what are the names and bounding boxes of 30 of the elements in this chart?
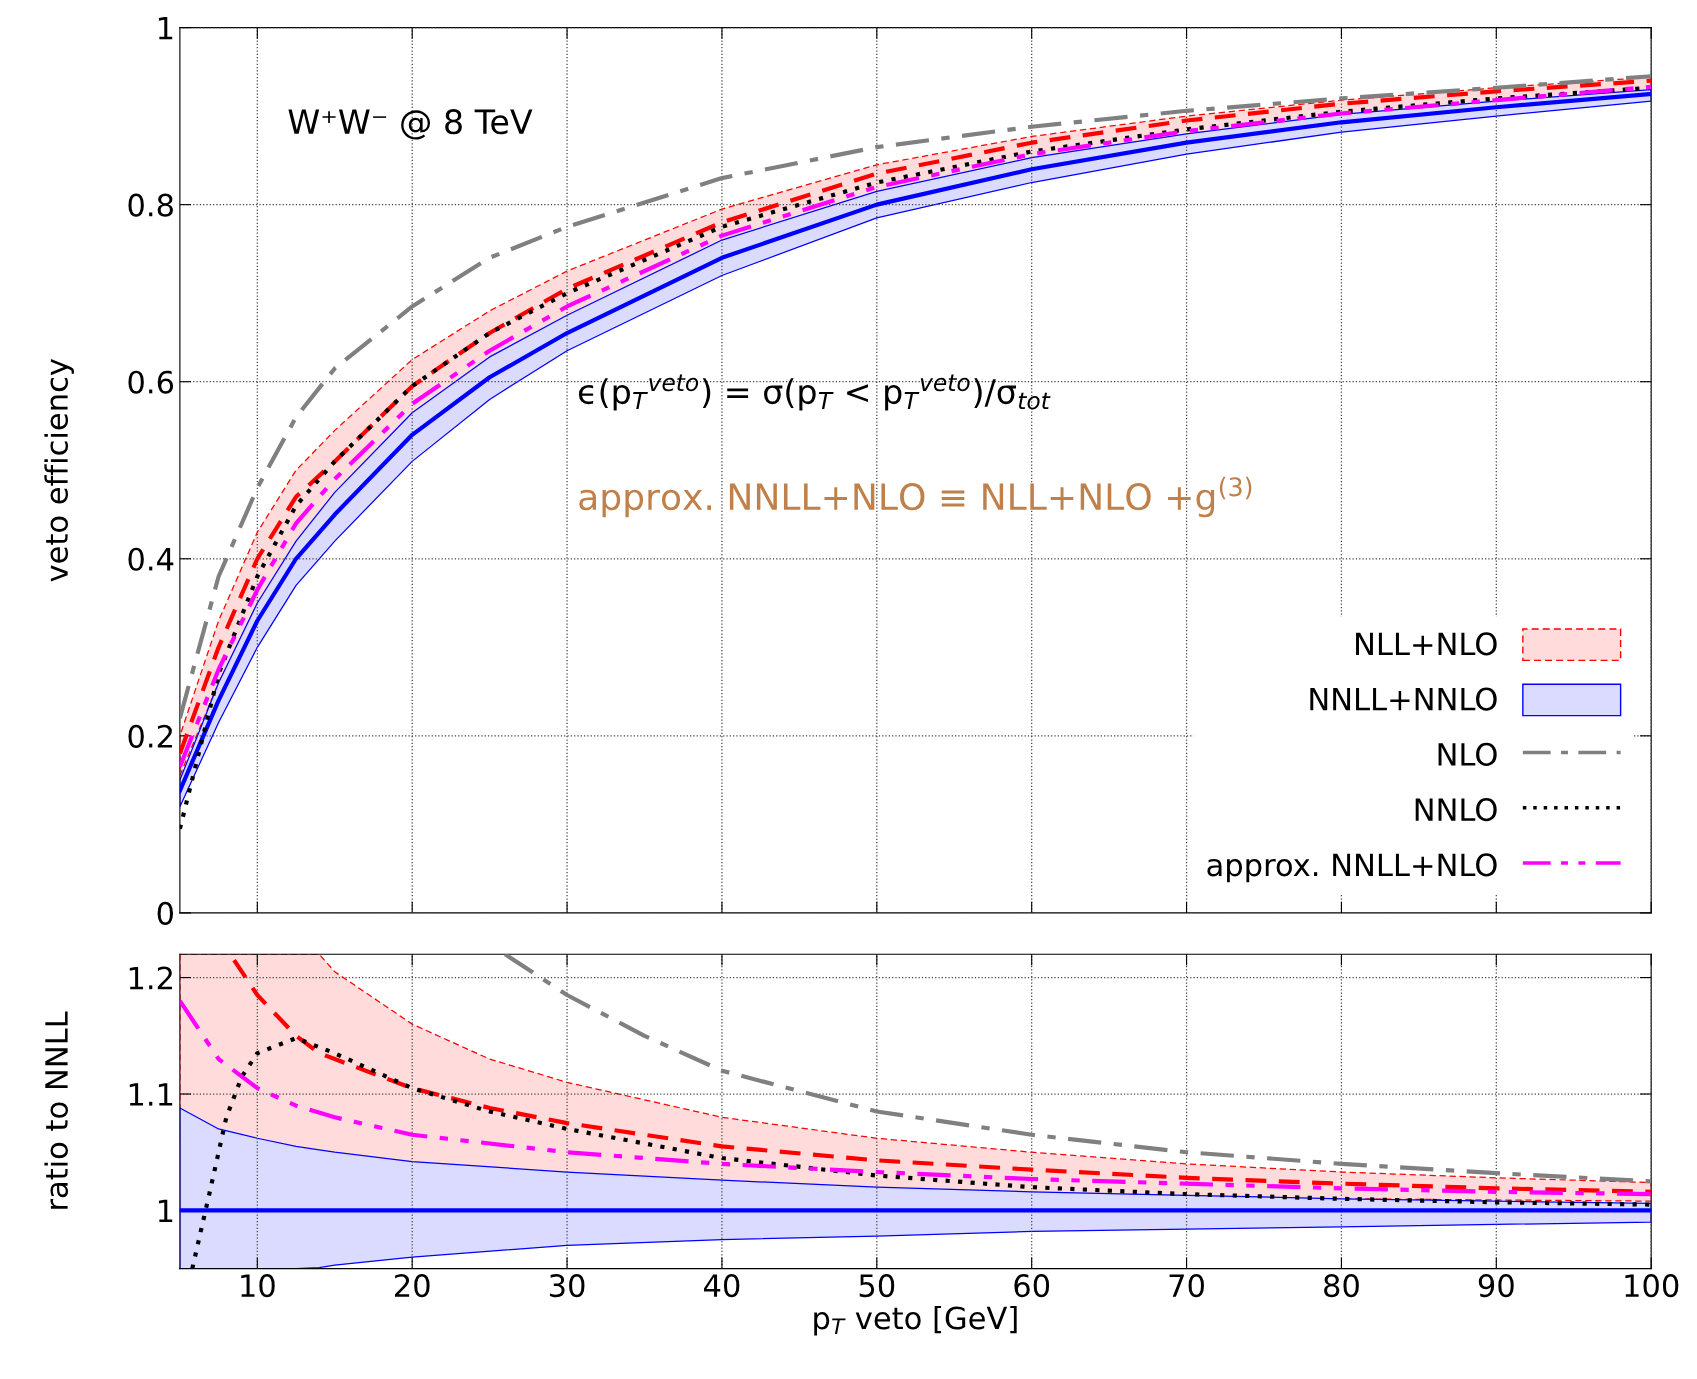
y-tick-label: 1.2 [129, 966, 172, 990]
annotation: approx. NNLL+NLO ≡ NLL+NLO +g$^{(3)}$ [579, 476, 1252, 518]
x-tick-label: 40 [703, 1274, 740, 1298]
y-tick-label: 1.1 [129, 1083, 173, 1106]
x-tick-label: 90 [1478, 1274, 1514, 1298]
y-axis-title: ratio to NNLL [44, 1011, 69, 1209]
x-tick-label: 60 [1014, 1274, 1050, 1298]
y-tick-label: 0.8 [128, 193, 173, 217]
y-tick-label: 0.6 [128, 370, 174, 394]
text: ϵ(p$_{T}$$^{veto}$) = σ(p$_{T}$ < p$_{T}$$^{veto}$)/σ$_{tot}$ [578, 374, 1051, 411]
y-tick-label: 0 [157, 901, 173, 925]
y-tick-label: 1 [158, 1199, 173, 1223]
x-tick-label: 80 [1324, 1274, 1359, 1298]
x-tick-label: 20 [394, 1274, 430, 1298]
legend-label: NLL+NLO [1356, 632, 1497, 656]
y-axis-title: veto efficiency [44, 358, 74, 582]
x-tick-label: 30 [549, 1274, 585, 1298]
x-tick-label: 70 [1169, 1274, 1204, 1298]
x-tick-label: 10 [241, 1274, 275, 1298]
legend-label: NLO [1438, 742, 1497, 766]
y-tick-label: 1 [158, 16, 173, 40]
x-tick-label: 50 [859, 1274, 895, 1298]
x-tick-label: 100 [1625, 1274, 1679, 1298]
x-axis-title: p$_{T}$ veto [GeV] [814, 1305, 1017, 1336]
legend-label: NNLO [1415, 798, 1497, 822]
legend-label: approx. NNLL+NLO [1207, 853, 1497, 883]
annotation: W⁺W⁻ @ 8 TeV [288, 109, 533, 140]
legend-label: NNLL+NNLO [1310, 687, 1497, 711]
y-tick-label: 0.2 [128, 724, 172, 748]
y-tick-label: 0.4 [128, 547, 174, 571]
